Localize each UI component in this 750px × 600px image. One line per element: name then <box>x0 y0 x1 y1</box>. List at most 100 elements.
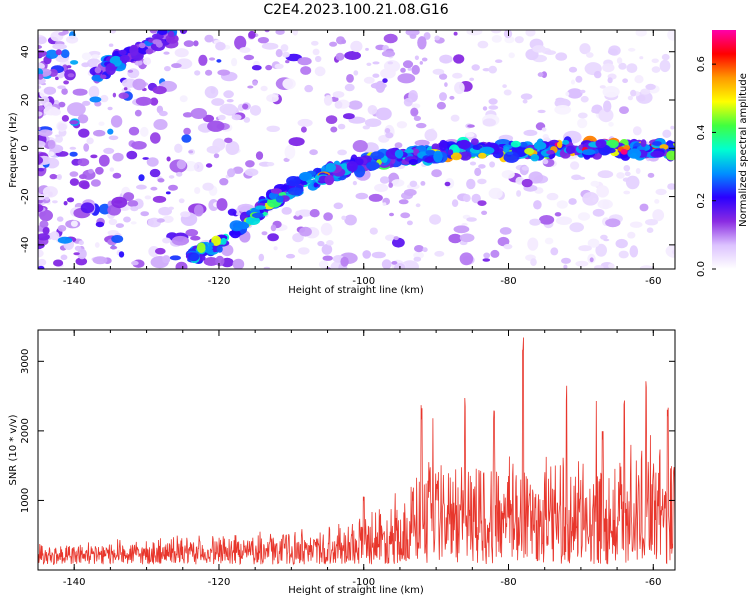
noise-blob <box>107 128 114 135</box>
noise-blob <box>265 64 273 71</box>
noise-blob <box>208 57 216 61</box>
ridge-blob <box>524 148 534 155</box>
noise-blob <box>341 215 347 220</box>
ridge-blob <box>519 141 528 148</box>
noise-blob <box>362 125 370 130</box>
ridge-blob <box>220 237 227 245</box>
noise-blob <box>164 66 171 72</box>
noise-blob <box>482 68 491 72</box>
noise-blob <box>66 197 75 203</box>
noise-blob <box>78 180 90 189</box>
noise-blob <box>284 145 296 160</box>
noise-blob <box>67 73 75 78</box>
spectrogram-ytick-label: -40 <box>20 237 31 253</box>
noise-blob <box>371 251 386 259</box>
noise-blob <box>38 233 50 241</box>
noise-blob <box>374 183 389 193</box>
noise-blob <box>415 203 421 208</box>
noise-blob <box>123 216 131 223</box>
noise-blob <box>309 149 318 156</box>
noise-blob <box>38 101 41 106</box>
noise-blob <box>168 184 178 191</box>
noise-blob <box>439 54 453 64</box>
noise-blob <box>86 137 94 145</box>
noise-blob <box>110 115 123 128</box>
noise-blob <box>624 171 631 177</box>
noise-blob <box>90 154 98 159</box>
noise-blob <box>452 72 463 79</box>
noise-blob <box>503 30 513 39</box>
noise-blob <box>569 222 584 233</box>
noise-blob <box>466 178 476 190</box>
noise-blob <box>202 114 215 123</box>
noise-blob <box>627 231 636 239</box>
noise-blob <box>80 202 95 214</box>
colorbar-tick-label: 0.2 <box>696 193 707 209</box>
noise-blob <box>61 115 69 122</box>
noise-blob <box>162 215 174 223</box>
noise-blob <box>38 204 44 213</box>
upper-ridge-blob <box>167 30 175 38</box>
ridge-blob <box>627 148 642 159</box>
noise-blob <box>628 47 636 52</box>
ridge-blob <box>447 149 454 156</box>
noise-blob <box>469 161 477 166</box>
noise-blob <box>594 265 604 269</box>
noise-blob <box>629 245 639 258</box>
noise-blob <box>111 196 128 209</box>
noise-blob <box>406 220 413 226</box>
noise-blob <box>44 101 53 110</box>
noise-blob <box>477 40 489 49</box>
ridge-blob <box>595 139 607 149</box>
noise-blob <box>227 208 237 216</box>
spectrogram-ytick-label: 40 <box>20 45 31 58</box>
noise-blob <box>477 200 487 207</box>
noise-blob <box>322 255 333 261</box>
noise-blob <box>337 123 346 130</box>
ridge-blob <box>270 188 282 194</box>
noise-blob <box>314 66 326 77</box>
noise-blob <box>527 237 539 251</box>
noise-blob <box>216 198 228 211</box>
noise-blob <box>98 154 110 167</box>
noise-blob <box>389 212 394 217</box>
noise-blob <box>179 30 188 35</box>
noise-blob <box>131 141 147 150</box>
noise-blob <box>69 146 77 150</box>
noise-blob <box>555 52 568 61</box>
noise-blob <box>194 161 204 173</box>
ridge-blob <box>530 154 540 162</box>
noise-blob <box>298 247 310 255</box>
noise-blob <box>108 43 114 47</box>
noise-blob <box>175 261 188 269</box>
noise-blob <box>405 30 420 36</box>
noise-blob <box>88 168 94 174</box>
colorbar-tick-label: 0.6 <box>696 56 707 72</box>
noise-blob <box>107 106 113 111</box>
noise-blob <box>318 260 329 269</box>
noise-blob <box>95 166 104 175</box>
ridge-blob <box>506 151 514 155</box>
noise-blob <box>422 247 428 253</box>
noise-blob <box>118 92 129 99</box>
noise-blob <box>205 163 213 168</box>
noise-blob <box>471 193 481 204</box>
noise-blob <box>217 69 230 76</box>
noise-blob <box>462 194 471 203</box>
noise-blob <box>162 255 171 264</box>
noise-blob <box>393 236 399 241</box>
upper-ridge-blob <box>138 42 146 49</box>
noise-blob <box>454 81 465 95</box>
noise-blob <box>481 210 488 215</box>
noise-blob <box>98 121 105 126</box>
noise-blob <box>202 182 214 191</box>
ridge-blob <box>565 145 576 154</box>
noise-blob <box>149 168 161 178</box>
noise-blob <box>466 30 483 36</box>
noise-blob <box>112 172 122 179</box>
noise-blob <box>293 214 303 220</box>
noise-blob <box>251 65 262 71</box>
noise-blob <box>482 118 496 127</box>
noise-blob <box>521 178 533 188</box>
noise-blob <box>556 200 568 209</box>
